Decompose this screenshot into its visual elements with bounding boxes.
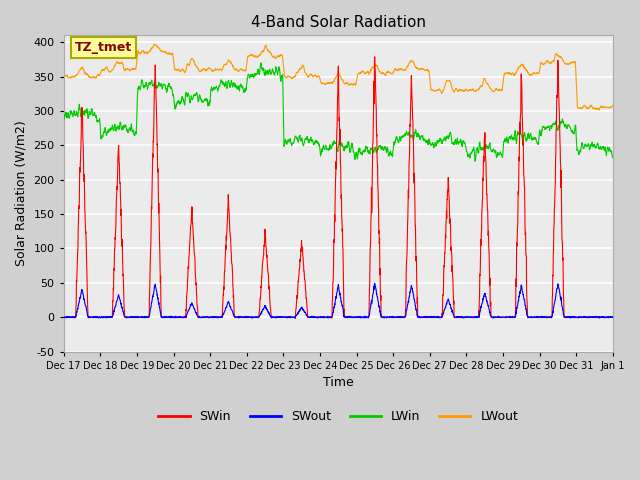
X-axis label: Time: Time (323, 376, 354, 389)
Text: TZ_tmet: TZ_tmet (75, 41, 132, 54)
Legend: SWin, SWout, LWin, LWout: SWin, SWout, LWin, LWout (153, 405, 524, 428)
Y-axis label: Solar Radiation (W/m2): Solar Radiation (W/m2) (15, 120, 28, 266)
Title: 4-Band Solar Radiation: 4-Band Solar Radiation (251, 15, 426, 30)
